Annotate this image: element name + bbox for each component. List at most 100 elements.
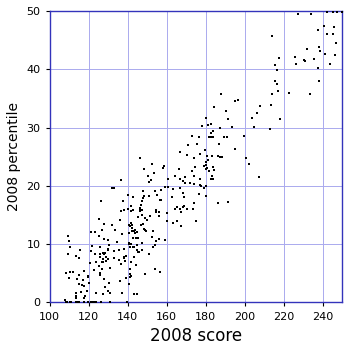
Point	[134, 262, 139, 268]
Point	[122, 258, 128, 264]
Point	[268, 102, 273, 108]
Point	[206, 157, 211, 163]
Point	[105, 256, 111, 262]
Point	[76, 272, 82, 277]
Point	[123, 253, 129, 259]
Point	[208, 176, 214, 182]
Point	[68, 244, 73, 250]
Point	[140, 240, 145, 246]
Point	[132, 291, 137, 297]
Point	[109, 186, 115, 191]
Point	[269, 92, 275, 97]
Point	[161, 165, 166, 171]
Point	[225, 116, 231, 122]
Point	[230, 124, 235, 130]
Point	[157, 236, 162, 241]
Point	[198, 183, 204, 189]
Point	[203, 115, 209, 120]
Point	[151, 170, 157, 176]
Point	[198, 176, 203, 182]
Point	[198, 182, 203, 188]
Point	[102, 276, 107, 282]
Point	[85, 273, 91, 279]
Point	[242, 133, 247, 138]
Point	[150, 245, 156, 250]
Point	[74, 293, 79, 298]
Point	[81, 283, 87, 288]
Point	[139, 247, 144, 252]
Point	[178, 209, 183, 215]
Point	[309, 11, 314, 17]
Point	[67, 300, 73, 305]
Point	[96, 263, 102, 269]
Point	[183, 174, 188, 180]
Point	[152, 266, 157, 272]
Point	[141, 166, 146, 172]
Point	[128, 259, 134, 265]
Point	[164, 210, 170, 216]
Point	[201, 163, 207, 169]
Point	[192, 155, 197, 161]
Point	[91, 267, 97, 273]
Point	[128, 209, 134, 214]
Point	[131, 244, 137, 250]
Point	[315, 65, 321, 71]
Point	[235, 97, 241, 102]
Point	[85, 275, 91, 280]
Point	[204, 153, 209, 159]
Point	[311, 57, 317, 62]
Point	[217, 125, 223, 131]
Point	[154, 238, 159, 244]
Point	[75, 300, 80, 305]
Point	[126, 230, 131, 235]
Point	[170, 187, 176, 192]
Point	[66, 238, 71, 244]
Point	[63, 270, 69, 276]
Point	[294, 62, 299, 67]
Point	[142, 227, 148, 233]
Point	[274, 67, 280, 72]
Point	[138, 222, 143, 228]
Point	[65, 251, 71, 257]
Point	[210, 134, 215, 140]
Point	[79, 289, 84, 295]
Point	[106, 242, 112, 248]
Point	[223, 108, 229, 114]
Point	[162, 163, 167, 169]
Point	[131, 254, 137, 260]
Point	[129, 228, 135, 234]
Point	[331, 9, 336, 14]
Point	[209, 134, 214, 140]
Point	[334, 9, 340, 14]
Point	[106, 280, 112, 285]
Point	[76, 281, 82, 287]
Point	[141, 193, 147, 199]
Point	[317, 48, 323, 54]
Point	[244, 155, 249, 161]
Point	[82, 300, 87, 305]
Point	[256, 175, 261, 180]
Point	[114, 239, 120, 245]
Point	[276, 55, 282, 61]
Point	[128, 244, 133, 250]
Point	[130, 235, 136, 241]
Point	[301, 57, 306, 63]
Point	[107, 300, 113, 305]
Point	[224, 134, 230, 140]
Point	[202, 147, 207, 152]
Point	[65, 300, 70, 305]
Point	[101, 251, 107, 257]
Point	[327, 62, 333, 67]
Point	[70, 270, 76, 275]
Point	[128, 274, 134, 279]
Point	[208, 121, 214, 127]
Point	[65, 234, 71, 239]
Point	[180, 204, 186, 209]
Point	[97, 244, 103, 249]
Point	[84, 288, 90, 294]
Point	[190, 133, 195, 139]
Point	[73, 294, 79, 300]
Point	[89, 243, 95, 249]
Point	[139, 207, 144, 213]
Point	[111, 249, 116, 254]
